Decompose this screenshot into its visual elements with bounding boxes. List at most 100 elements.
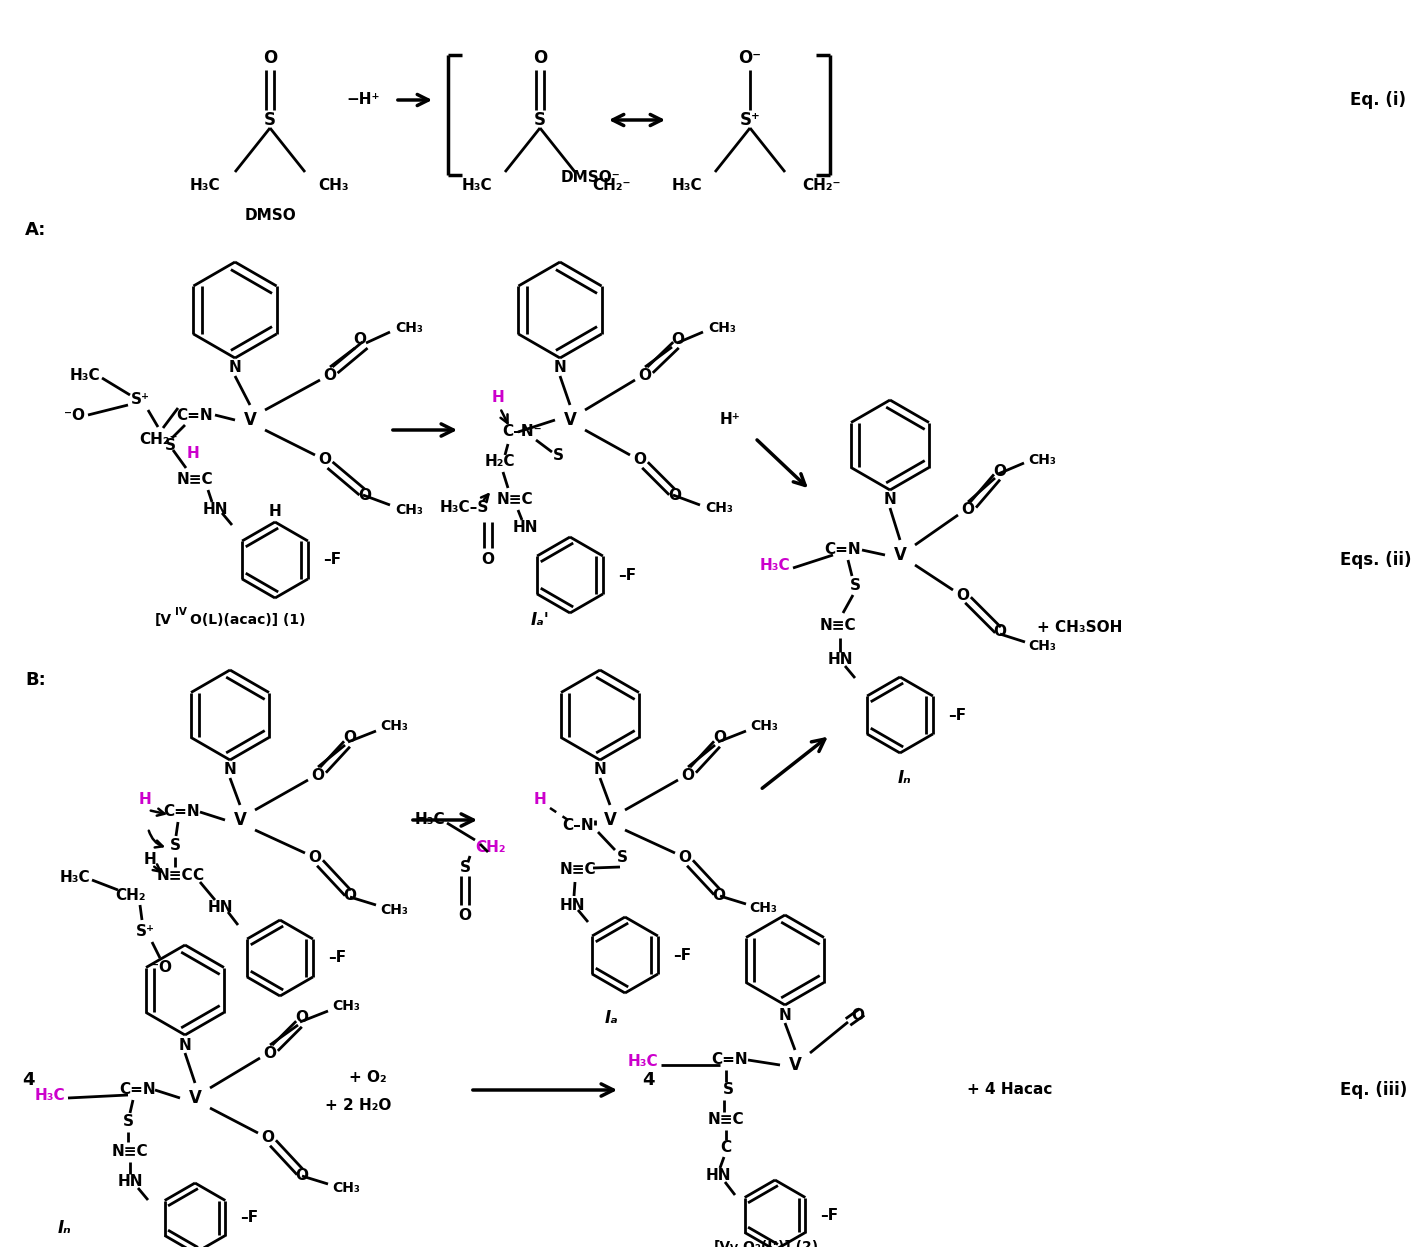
Text: C=N: C=N [164, 804, 200, 819]
Text: Iₙ: Iₙ [58, 1220, 72, 1237]
Text: HN: HN [706, 1167, 731, 1182]
Text: C=N: C=N [711, 1052, 748, 1067]
Text: C=N: C=N [825, 542, 862, 557]
Text: N: N [554, 360, 567, 375]
Text: O: O [482, 552, 495, 567]
Text: H: H [534, 793, 547, 808]
Text: CH₃: CH₃ [706, 501, 733, 515]
Text: O: O [343, 731, 357, 746]
Text: CH₂: CH₂ [115, 888, 146, 903]
Text: O: O [309, 850, 322, 865]
Text: H₃C: H₃C [34, 1087, 65, 1102]
Text: O: O [993, 464, 1006, 480]
Text: –F: –F [618, 567, 636, 582]
Text: CH₃: CH₃ [317, 177, 349, 192]
Text: N≡C: N≡C [560, 863, 597, 878]
Text: N≡C: N≡C [497, 493, 533, 508]
Text: [V: [V [714, 1240, 731, 1247]
Text: C=N: C=N [119, 1082, 156, 1097]
Text: V: V [188, 1089, 201, 1107]
Text: S: S [122, 1115, 133, 1130]
Text: −H⁺: −H⁺ [346, 92, 380, 107]
Text: HN: HN [118, 1175, 143, 1190]
Text: HN: HN [828, 652, 853, 667]
Text: S: S [264, 111, 276, 128]
Text: V: V [244, 412, 256, 429]
Text: HN: HN [207, 900, 232, 915]
Text: H₃C: H₃C [190, 177, 220, 192]
Text: O: O [319, 453, 332, 468]
Text: O: O [713, 888, 726, 903]
Text: V: V [564, 412, 577, 429]
Text: –F: –F [239, 1211, 258, 1226]
Text: –F: –F [673, 948, 691, 963]
Text: HN: HN [513, 520, 537, 535]
Text: H₃C: H₃C [628, 1055, 657, 1070]
Text: O: O [714, 731, 727, 746]
Text: CH₂: CH₂ [475, 840, 506, 855]
Text: H: H [492, 390, 504, 405]
Text: O₂(L’)] (2): O₂(L’)] (2) [743, 1240, 818, 1247]
Text: + O₂: + O₂ [349, 1070, 387, 1085]
Text: CH₃: CH₃ [395, 320, 422, 335]
Text: O: O [639, 368, 652, 383]
Text: V: V [234, 811, 247, 829]
Text: S⁺: S⁺ [130, 393, 150, 408]
Text: H₃C–S: H₃C–S [441, 500, 489, 515]
Text: N: N [228, 360, 241, 375]
Text: DMSO⁻: DMSO⁻ [560, 171, 619, 186]
Text: H: H [139, 793, 152, 808]
Text: H: H [269, 505, 282, 520]
Text: C–N⁻: C–N⁻ [502, 424, 541, 439]
Text: CH₂⁻: CH₂⁻ [139, 433, 177, 448]
Text: O: O [296, 1010, 309, 1025]
Text: Eq. (iii): Eq. (iii) [1340, 1081, 1407, 1099]
Text: –F: –F [820, 1207, 837, 1222]
Text: HN: HN [560, 898, 585, 913]
Text: –F: –F [323, 552, 341, 567]
Text: H: H [187, 445, 200, 460]
Text: V: V [604, 811, 616, 829]
Text: O: O [264, 1045, 276, 1060]
Text: H₃C: H₃C [60, 870, 91, 885]
Text: N: N [778, 1008, 791, 1023]
Text: CH₃: CH₃ [1027, 453, 1056, 466]
Text: O: O [852, 1008, 864, 1023]
Text: Iₐ: Iₐ [605, 1009, 619, 1028]
Text: CH₂⁻: CH₂⁻ [592, 177, 631, 192]
Text: DMSO: DMSO [244, 207, 296, 222]
Text: O: O [343, 889, 357, 904]
Text: N: N [224, 762, 237, 777]
Text: N≡C: N≡C [112, 1145, 149, 1160]
Text: O: O [264, 49, 278, 67]
Text: CH₃: CH₃ [332, 1181, 360, 1195]
Text: CH₃: CH₃ [708, 320, 735, 335]
Text: S: S [723, 1082, 734, 1097]
Text: C–N: C–N [563, 818, 594, 833]
Text: CH₃: CH₃ [395, 503, 422, 518]
Text: CH₃: CH₃ [750, 720, 778, 733]
Text: H⁺: H⁺ [720, 413, 740, 428]
Text: ⁻O: ⁻O [152, 960, 173, 975]
Text: CH₂⁻: CH₂⁻ [802, 177, 840, 192]
Text: O: O [682, 767, 694, 783]
Text: H₃C: H₃C [760, 557, 791, 572]
Text: N: N [594, 762, 606, 777]
Text: S: S [164, 438, 176, 453]
Text: N≡C: N≡C [157, 868, 193, 883]
Text: S⁺: S⁺ [136, 924, 154, 939]
Text: CH₃: CH₃ [380, 903, 408, 917]
Text: S: S [459, 860, 470, 875]
Text: CH₃: CH₃ [1027, 638, 1056, 653]
Text: H: H [143, 853, 156, 868]
Text: + CH₃SOH: + CH₃SOH [1037, 621, 1122, 636]
Text: H₃C: H₃C [414, 813, 445, 828]
Text: N≡C: N≡C [707, 1112, 744, 1127]
Text: –F: –F [327, 950, 346, 965]
Text: S: S [616, 850, 628, 865]
Text: N: N [884, 493, 897, 508]
Text: V: V [730, 1245, 738, 1247]
Text: S: S [534, 111, 546, 128]
Text: O: O [669, 488, 682, 503]
Text: O: O [359, 488, 371, 503]
